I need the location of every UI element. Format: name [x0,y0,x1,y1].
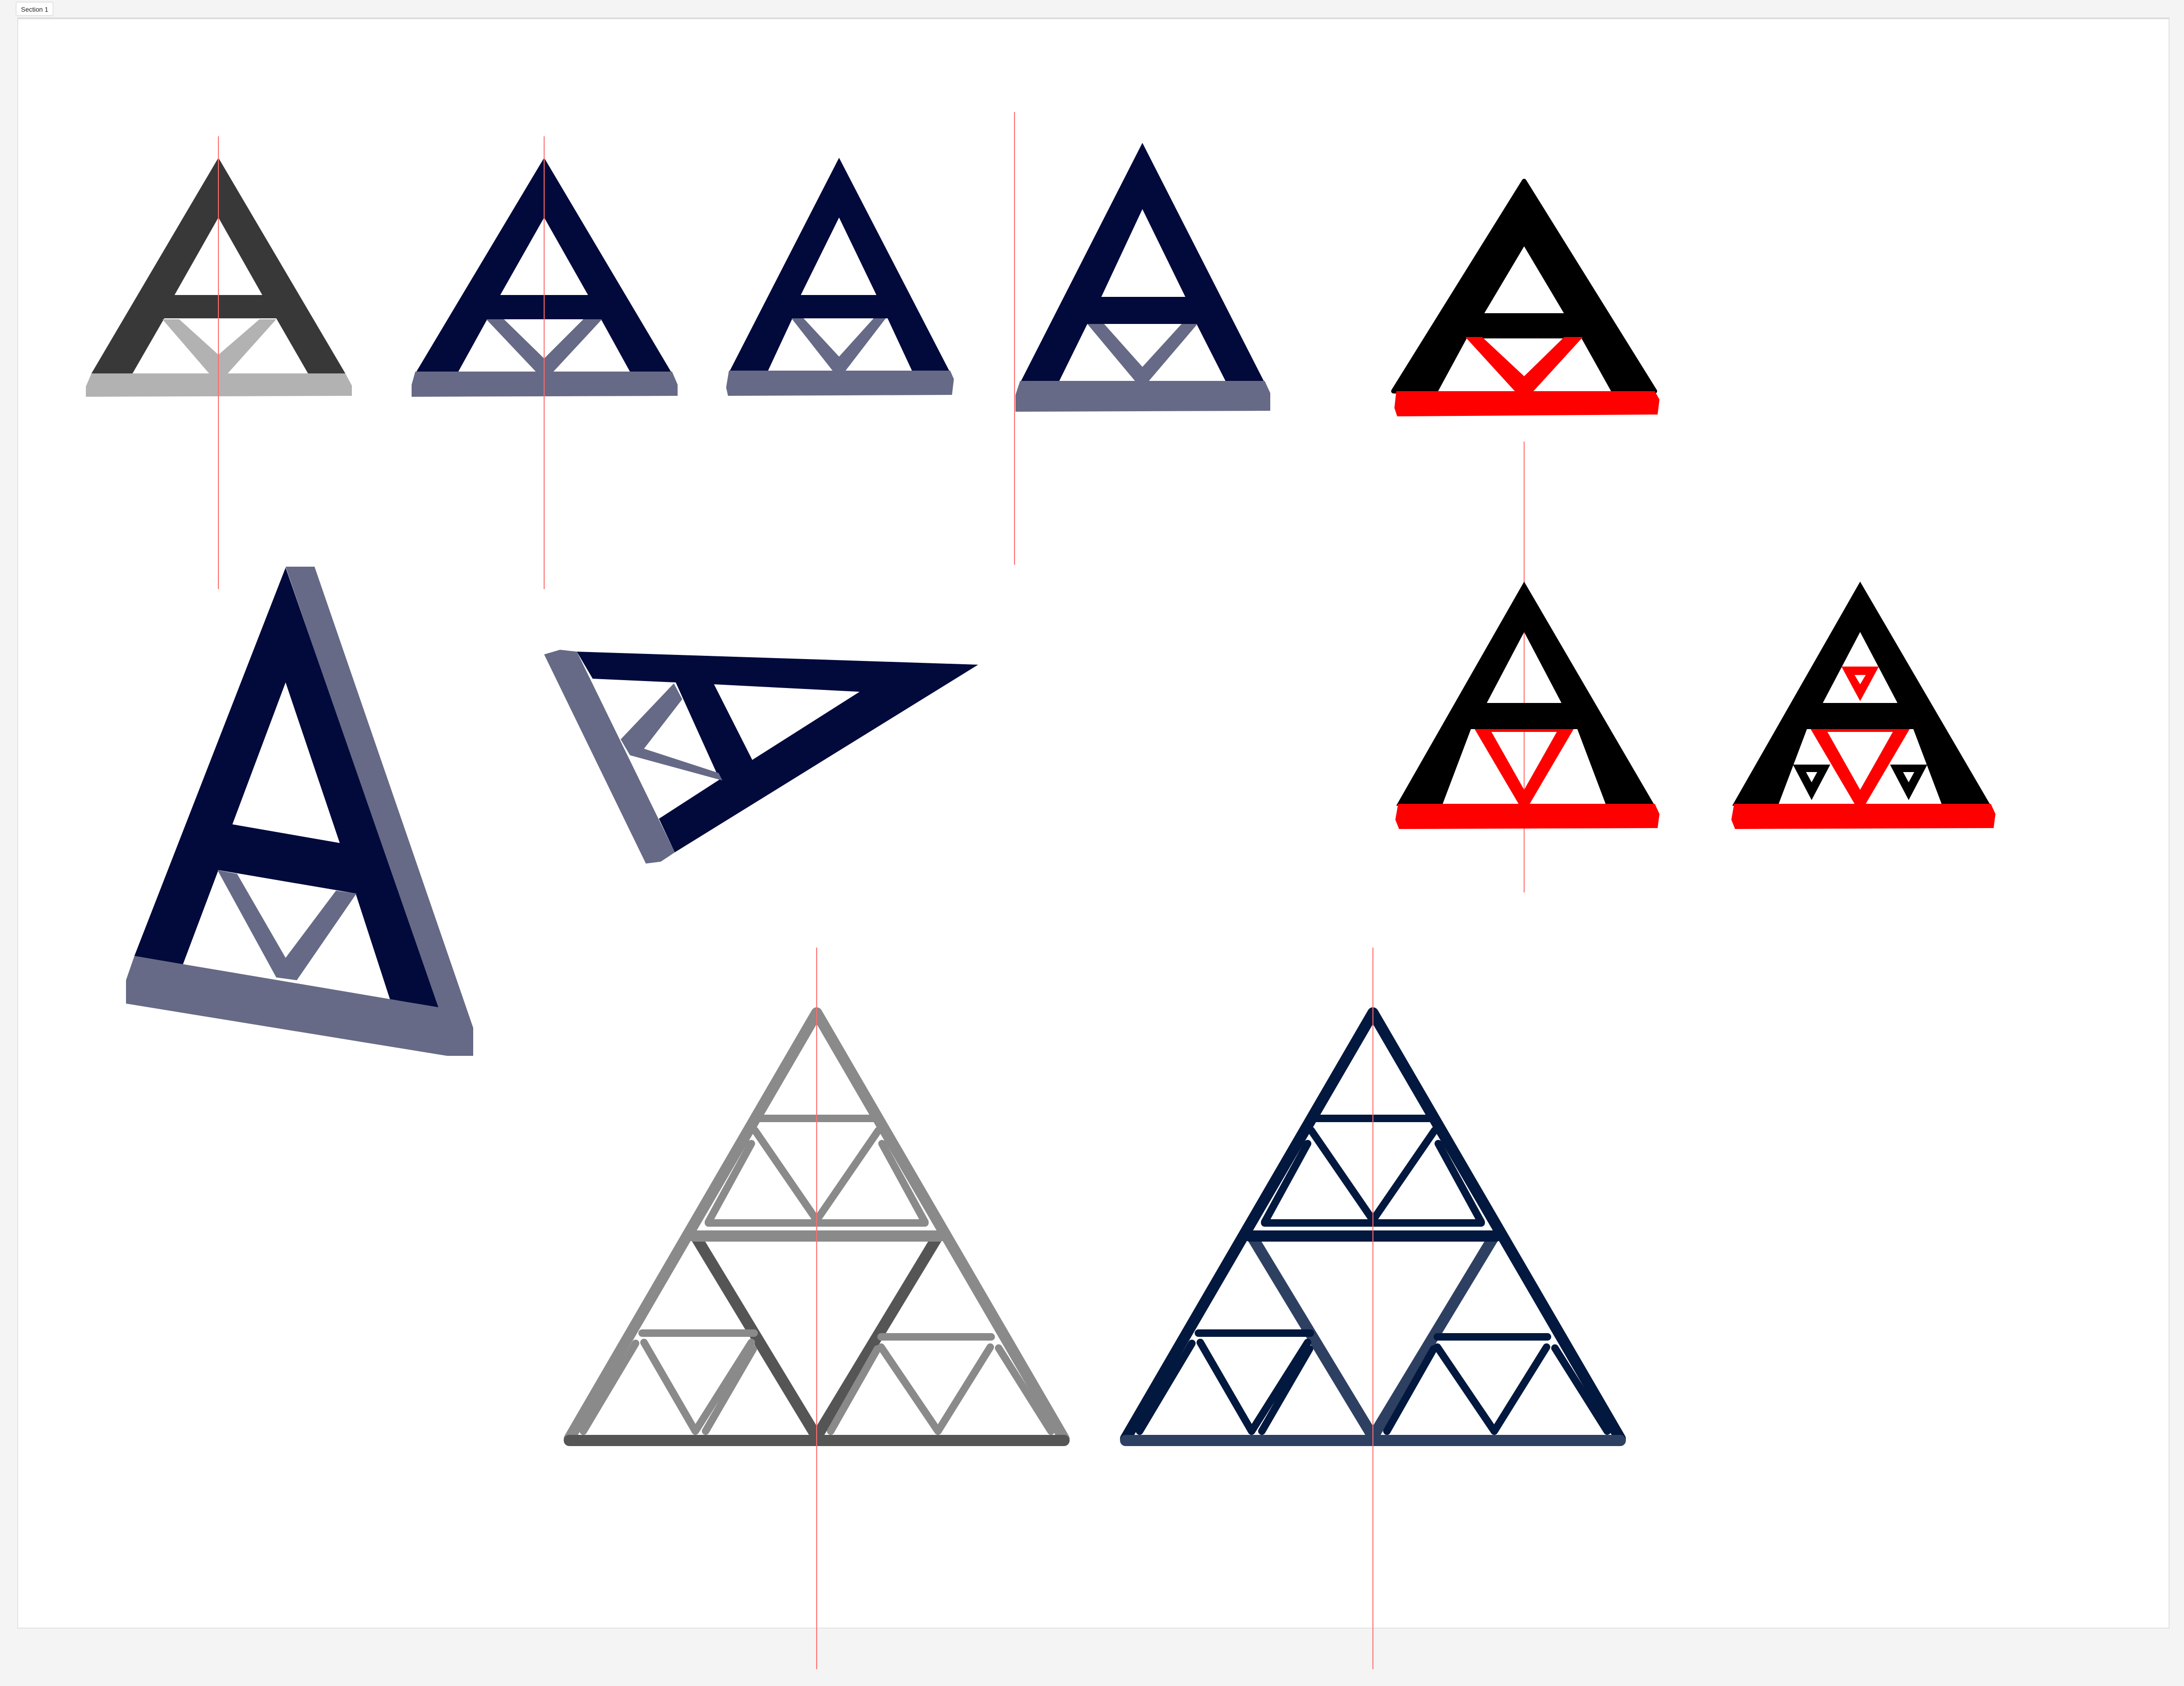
a-base-bar [1395,804,1659,829]
logo-a-black-red-fractal[interactable] [1731,582,1995,829]
a-base-bar [726,371,954,396]
section-tab[interactable]: Section 1 [16,2,54,16]
a-base-bar [1015,381,1270,412]
logo-a-navy-2[interactable] [726,158,954,396]
a-base-bar [126,956,447,1056]
a-inner-v [1087,324,1197,381]
small-triangle-right [1890,765,1927,800]
a-inner-v [162,319,276,373]
a-strokes [729,158,950,372]
logo-a-black-red-2[interactable] [1395,582,1659,829]
a-strokes [577,652,978,852]
a-side-face [286,567,473,1056]
logo-a-black-red[interactable] [1391,179,1659,416]
sub-triangle-right [827,1333,1055,1435]
a-strokes [91,158,345,373]
a-strokes [134,568,439,1008]
a-inner-v [217,870,357,980]
a-side-bar [544,650,675,864]
logo-a-navy-3[interactable] [1015,143,1270,412]
sub-triangle-left [1136,1329,1314,1435]
a-strokes [1732,582,1991,806]
a-base-bar [1731,804,1995,829]
small-triangle-top [1841,667,1879,701]
a-inner-triangle [1811,729,1910,804]
logo-a-navy-rotated[interactable] [544,650,978,864]
sub-triangle-left [580,1329,758,1435]
a-inner-v [621,683,722,780]
a-strokes [1020,143,1265,383]
small-triangle-left [1793,765,1830,800]
a-strokes [415,158,672,373]
a-strokes [1396,582,1655,806]
a-inner-v [1465,337,1583,391]
a-inner-v [791,318,886,371]
a-inner-v [486,319,602,372]
a-base-bar [1394,391,1659,416]
a-inner-triangle [1475,729,1574,804]
logo-a-navy-perspective[interactable] [126,567,473,1056]
sub-triangle-right [1383,1333,1611,1435]
